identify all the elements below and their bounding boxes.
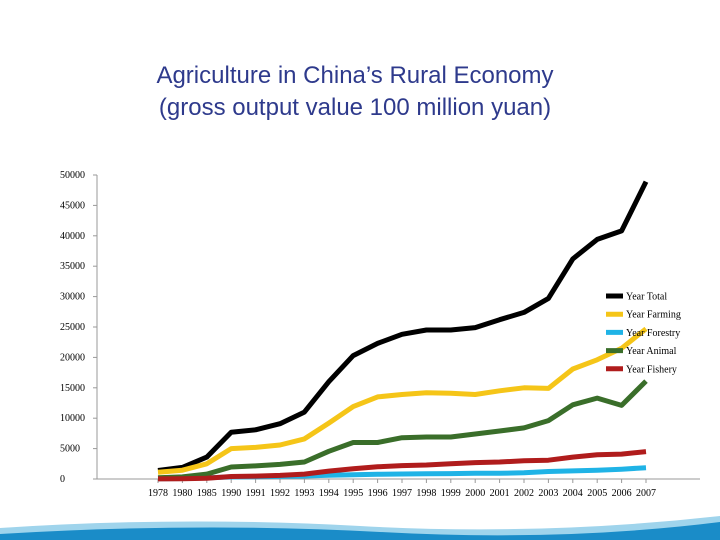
x-tick-label: 1996 [368,488,388,499]
legend-label: Year Animal [626,346,677,357]
y-tick-label: 20000 [60,352,85,363]
y-tick-label: 30000 [60,292,85,303]
chart-axes: 0 5000 10000 15000 20000 25000 30000 35000 40000… [60,170,700,499]
x-tick-label: 2006 [612,488,632,499]
x-tick-label: 1994 [319,488,339,499]
series-line-year-animal [157,379,648,481]
x-tick-label: 1995 [343,488,363,499]
y-tick-label: 25000 [60,322,85,333]
footer-wave-decoration [0,516,720,540]
x-tick-label: 2000 [465,488,485,499]
x-tick-label: 2001 [490,488,510,499]
slide-title: Agriculture in China’s Rural Economy (gr… [0,60,710,124]
legend-label: Year Forestry [626,328,680,339]
x-tick-label: 1980 [172,488,192,499]
x-tick-label: 1998 [416,488,436,499]
y-tick-label: 40000 [60,231,85,242]
x-tick-label: 2007 [636,488,656,499]
y-tick-label: 50000 [60,170,85,181]
x-tick-label: 1978 [148,488,168,499]
slide-title-line-2: (gross output value 100 million yuan) [158,94,552,121]
x-tick-label: 2005 [587,488,607,499]
y-tick-label: 10000 [60,413,85,424]
legend-label: Year Farming [626,310,681,321]
x-tick-label: 2003 [538,488,558,499]
y-tick-label: 45000 [60,200,85,211]
y-tick-label: 35000 [60,261,85,272]
x-tick-label: 2004 [563,488,583,499]
chart-legend: Year Total Year Farming Year Forestry Year … [606,292,681,375]
x-tick-label: 1990 [221,488,241,499]
legend-label: Year Total [626,292,667,303]
series-line-year-farming [157,326,648,475]
x-tick-label: 1997 [392,488,412,499]
x-tick-label: 1993 [294,488,314,499]
x-tick-label: 1985 [197,488,217,499]
y-tick-label: 15000 [60,383,85,394]
series-line-year-total [157,180,649,473]
legend-label: Year Fishery [626,364,677,375]
series-line-year-fishery [157,449,647,482]
y-tick-label: 0 [60,474,65,485]
x-tick-label: 1991 [246,488,266,499]
x-tick-label: 2002 [514,488,534,499]
x-tick-label: 1992 [270,488,290,499]
y-tick-label: 5000 [60,444,80,455]
x-tick-label: 1999 [441,488,461,499]
chart-series [157,180,649,482]
slide-title-line-1: Agriculture in China’s Rural Economy [156,62,554,89]
